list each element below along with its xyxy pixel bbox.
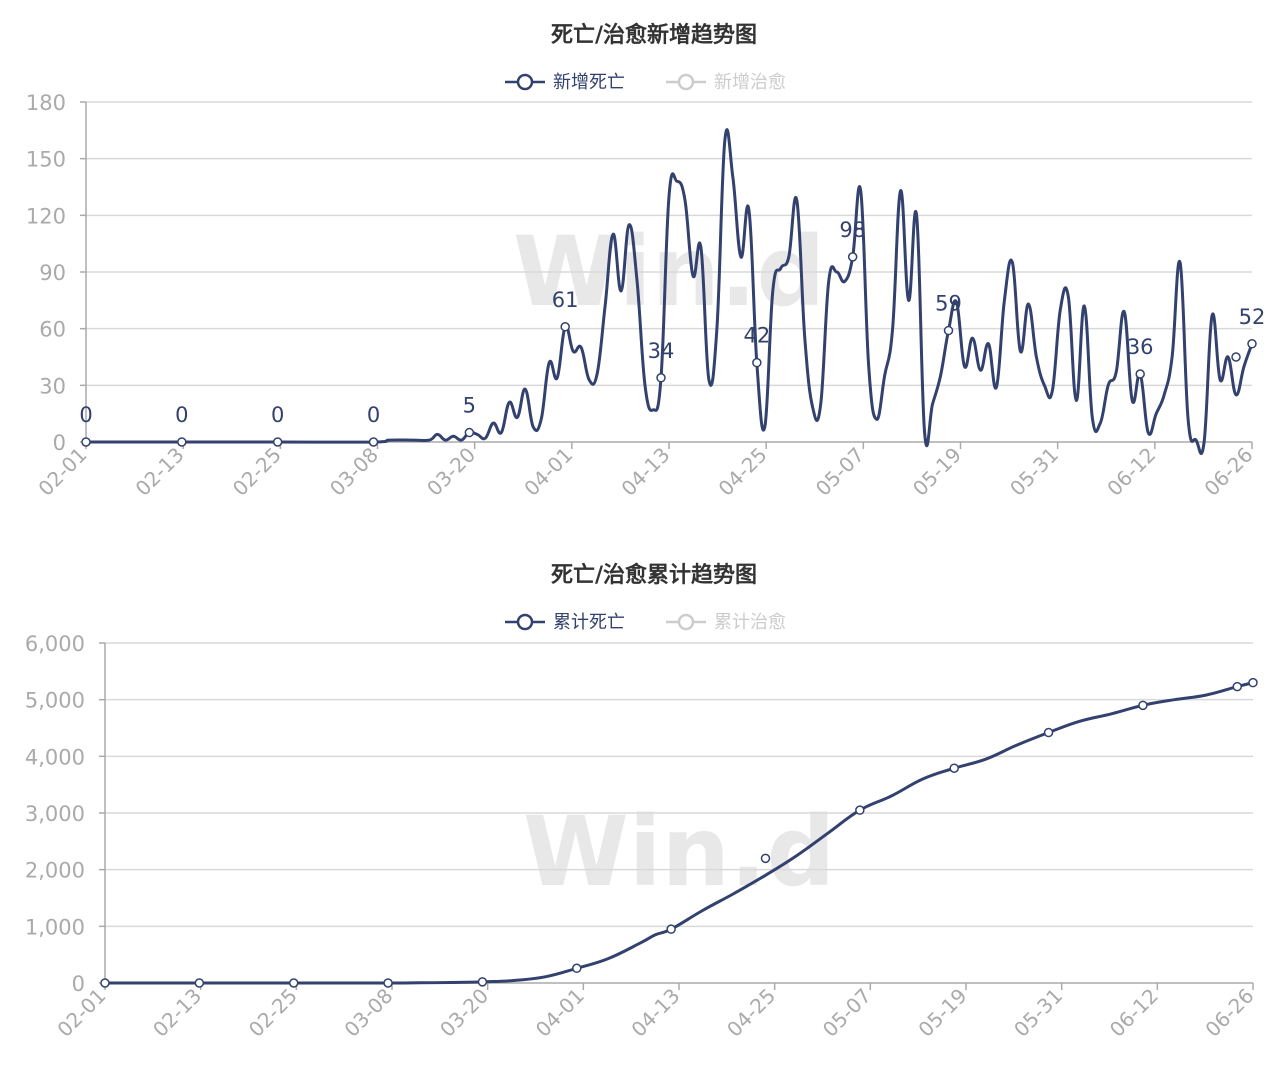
legend-item-1: 累计死亡 [505,612,625,633]
x-tick-label: 04-25 [722,984,780,1042]
x-tick-label: 05-31 [1005,443,1063,501]
legend-marker [516,73,534,91]
data-label: 0 [79,403,92,427]
data-point [666,924,676,934]
x-tick-label: 06-12 [1105,984,1163,1042]
x-tick-label: 02-25 [228,443,286,501]
x-tick-label: 03-20 [435,984,493,1042]
data-point [1232,681,1243,692]
data-point [760,853,771,864]
y-tick-label: 5,000 [25,689,85,713]
data-point [752,357,762,368]
data-point [81,437,91,447]
x-tick-label: 06-26 [1199,443,1257,501]
y-tick-label: 4,000 [25,745,85,769]
y-tick-label: 30 [39,374,66,398]
x-tick-label: 05-31 [1009,984,1067,1042]
data-point [288,978,299,988]
data-point [464,427,475,438]
legend-marker [677,73,695,91]
y-tick-label: 120 [26,204,66,228]
data-label: 59 [935,292,962,316]
data-label: 36 [1127,335,1154,359]
data-point [949,763,959,773]
data-point [656,373,666,383]
data-point [100,978,110,988]
data-point [368,437,379,447]
data-point [1135,369,1145,379]
x-tick-label: 03-20 [422,443,480,501]
data-label: 42 [743,324,770,348]
data-point [847,252,858,262]
chart-title: 死亡/治愈累计趋势图 [551,562,757,588]
data-label: 0 [271,403,284,427]
x-tick-label: 05-19 [913,984,971,1042]
watermark-text: Win.d [523,796,835,908]
y-tick-label: 6,000 [25,632,85,656]
data-point [855,805,865,815]
data-point [383,978,393,988]
legend-item-2: 新增治愈 [666,72,786,93]
data-point [1043,727,1054,738]
x-tick-label: 05-19 [908,443,966,501]
x-tick-label: 04-01 [519,443,577,501]
legend-label: 累计治愈 [714,612,786,633]
y-tick-label: 180 [26,91,66,115]
x-tick-label: 04-01 [531,984,589,1042]
y-tick-label: 150 [26,148,66,172]
data-point [272,437,283,447]
y-tick-label: 60 [39,318,66,342]
data-point [1138,700,1148,711]
data-label: 0 [175,403,188,427]
data-label: 34 [648,339,675,363]
legend-label: 累计死亡 [553,612,625,633]
data-label: 52 [1239,305,1266,329]
series-line-累计死亡 [103,681,1255,985]
legend-label: 新增死亡 [553,72,625,93]
data-point [177,437,187,447]
y-tick-label: 1,000 [25,915,85,939]
x-tick-label: 04-13 [616,443,674,501]
data-label: 5 [463,394,476,418]
y-tick-label: 0 [72,972,85,996]
x-tick-label: 02-25 [244,984,302,1042]
data-point [560,322,570,332]
x-tick-label: 05-07 [811,443,869,501]
series-line-新增死亡 [84,128,1254,456]
legend-item-2: 累计治愈 [666,612,786,633]
data-point [1247,339,1257,349]
data-point [572,963,582,974]
y-tick-label: 3,000 [25,802,85,826]
data-point [1248,677,1258,688]
data-label: 61 [552,288,579,312]
legend-item-1: 新增死亡 [505,72,625,93]
legend-marker [516,613,534,631]
x-tick-label: 02-13 [148,984,206,1042]
x-tick-label: 06-12 [1102,443,1160,501]
data-label: 0 [367,403,380,427]
y-tick-label: 90 [39,261,66,285]
data-point [194,978,205,988]
legend-label: 新增治愈 [714,72,786,93]
x-tick-label: 02-13 [131,443,189,501]
x-tick-label: 06-26 [1200,984,1258,1042]
data-point [1231,352,1241,362]
x-tick-label: 03-08 [325,443,383,501]
x-tick-label: 03-08 [339,984,397,1042]
data-point [477,977,488,987]
x-tick-label: 04-25 [714,443,772,501]
x-tick-label: 05-07 [818,984,876,1042]
legend-marker [677,613,695,631]
x-tick-label: 04-13 [626,984,684,1042]
chart-title: 死亡/治愈新增趋势图 [551,22,757,48]
data-label: 98 [839,218,866,242]
data-point [943,325,954,336]
y-tick-label: 2,000 [25,859,85,883]
y-tick-label: 0 [53,431,66,455]
